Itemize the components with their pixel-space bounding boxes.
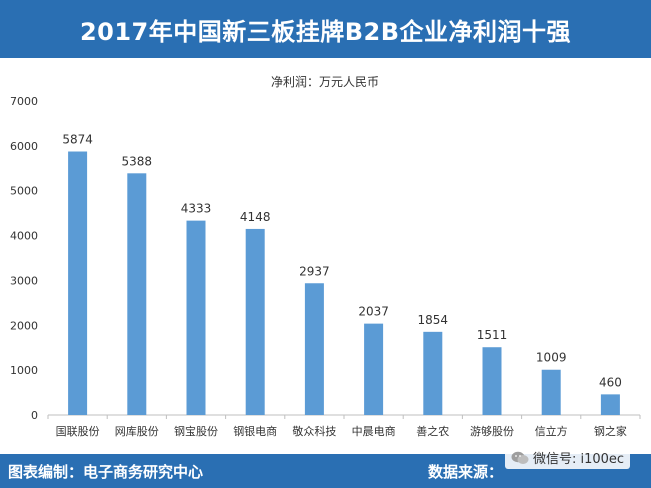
data-label: 5388	[122, 154, 153, 168]
y-tick-label: 6000	[10, 140, 38, 153]
y-tick-label: 3000	[10, 274, 38, 287]
x-tick-label: 敬众科技	[292, 424, 336, 438]
chart-area: 净利润：万元人民币 0 1000 2000 3000 4000 5000 6000 7000 58…	[0, 58, 651, 454]
wechat-icon	[511, 451, 529, 464]
y-tick-label: 7000	[10, 95, 38, 108]
bar	[127, 173, 147, 415]
data-label: 2937	[299, 264, 330, 278]
x-tick-label: 善之农	[416, 424, 449, 438]
x-tick-label: 钢之家	[594, 424, 627, 438]
x-tick-label: 钢银电商	[233, 424, 277, 438]
y-tick-label: 0	[31, 409, 38, 422]
bar	[186, 220, 206, 415]
bar	[600, 394, 620, 415]
data-label: 2037	[358, 305, 389, 319]
data-label: 4333	[181, 202, 212, 216]
data-label: 1009	[536, 351, 567, 365]
footer-source: 数据来源：	[428, 462, 504, 481]
x-tick-label: 国联股份	[56, 425, 100, 438]
data-label: 1511	[477, 328, 508, 342]
x-tick-label: 中晨电商	[352, 424, 396, 438]
bar	[245, 228, 265, 415]
y-tick-label: 5000	[10, 185, 38, 198]
y-tick-label: 1000	[10, 364, 38, 377]
y-tick-label: 2000	[10, 319, 38, 332]
bar	[304, 283, 324, 415]
x-tick-label: 游够股份	[470, 425, 514, 438]
bar	[68, 151, 88, 415]
bar	[541, 369, 561, 415]
data-label: 1854	[418, 313, 449, 327]
chart-title: 2017年中国新三板挂牌B2B企业净利润十强	[79, 17, 572, 46]
y-tick-label: 4000	[10, 230, 38, 243]
data-label: 4148	[240, 210, 271, 224]
bar	[423, 331, 443, 415]
bar	[482, 347, 502, 415]
footer-credit: 图表编制：电子商务研究中心	[8, 462, 204, 481]
bar-chart: 净利润：万元人民币 0 1000 2000 3000 4000 5000 6000 7000 58…	[10, 75, 641, 438]
title-bar: 2017年中国新三板挂牌B2B企业净利润十强	[0, 0, 651, 58]
chart-subtitle: 净利润：万元人民币	[271, 75, 379, 89]
x-tick-label: 信立方	[535, 424, 568, 438]
x-tick-label: 钢宝股份	[174, 424, 218, 438]
watermark-text: 微信号: i100ec	[533, 452, 625, 467]
bar	[364, 323, 384, 415]
watermark: 微信号: i100ec	[505, 446, 631, 469]
data-label: 5874	[62, 133, 93, 147]
x-tick-label: 网库股份	[115, 425, 159, 438]
data-label: 460	[599, 375, 622, 389]
footer-bar: 图表编制：电子商务研究中心 数据来源：	[0, 454, 651, 488]
